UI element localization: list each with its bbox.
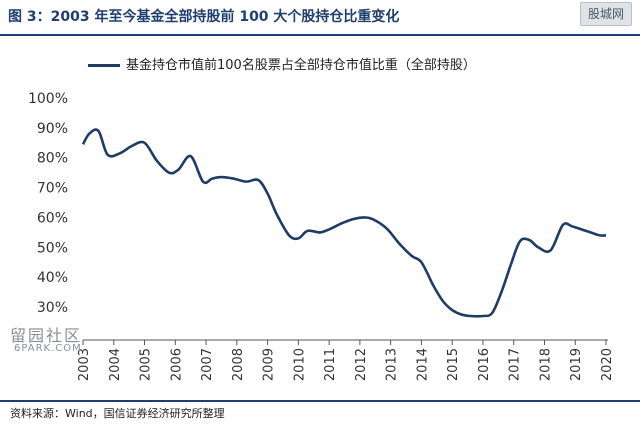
site-watermark: 股城网 [580,2,632,26]
y-tick-label: 80% [37,151,68,167]
x-tick-label: 2007 [200,348,215,381]
legend-swatch [88,64,120,67]
y-tick-label: 90% [37,121,68,137]
line-chart: 30%40%50%60%70%80%90%100% 2003 2004 2005 20… [28,91,615,381]
series-line [81,128,607,318]
x-tick-label: 2011 [323,348,338,381]
source-note: 资料来源：Wind，国信证券经济研究所整理 [10,407,225,420]
legend-label: 基金持仓市值前100名股票占全部持仓市值比重（全部持股） [126,58,476,73]
figure-title: 图 3：2003 年至今基金全部持股前 100 大个股持仓比重变化 [8,9,400,25]
title-bar: 图 3：2003 年至今基金全部持股前 100 大个股持仓比重变化 股城网 [0,0,640,36]
series-layer [81,128,607,318]
x-tick-label: 2017 [508,348,523,381]
source-bar: 资料来源：Wind，国信证券经济研究所整理 [0,400,640,424]
y-axis: 30% 40% 50% 60% 70% 80% 90% 100% [28,91,68,316]
x-tick-label: 2003 [77,348,92,381]
y-tick-label: 30% [37,300,68,316]
x-tick-label: 2016 [477,348,492,381]
x-axis: 2003 2004 2005 2006 2007 2008 2009 2010 2011 2012… [77,339,615,381]
y-tick-label: 100% [28,91,68,107]
x-tick-label: 2015 [446,348,461,381]
y-tick-label: 40% [37,270,68,286]
legend: 基金持仓市值前100名股票占全部持仓市值比重（全部持股） [88,54,476,73]
x-tick-label: 2020 [600,348,615,381]
community-watermark-sub: 6PARK.COM [14,343,82,354]
y-tick-label: 70% [37,181,68,197]
x-tick-label: 2008 [231,348,246,381]
x-tick-label: 2009 [262,348,277,381]
x-tick-label: 2004 [108,348,123,381]
x-tick-label: 2006 [169,348,184,381]
y-tick-label: 60% [37,210,68,226]
x-tick-label: 2014 [415,348,430,381]
x-tick-label: 2018 [538,348,553,381]
x-tick-label: 2019 [569,348,584,381]
community-watermark: 留园社区 [10,326,83,345]
y-tick-label: 50% [37,240,68,256]
x-tick-label: 2013 [385,348,400,381]
x-tick-label: 2005 [139,348,154,381]
x-tick-label: 2012 [354,348,369,381]
x-tick-label: 2010 [292,348,307,381]
